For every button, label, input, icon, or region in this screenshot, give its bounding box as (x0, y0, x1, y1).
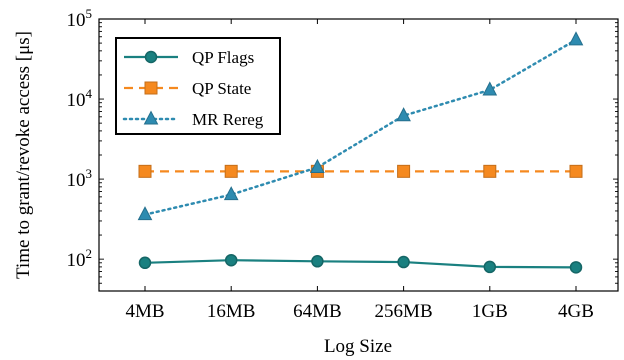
x-tick-label: 1GB (472, 301, 508, 322)
series-line (143, 38, 578, 216)
data-point (482, 81, 498, 96)
y-tick-label: 104 (67, 86, 93, 111)
data-point (397, 164, 411, 178)
x-tick-label: 4GB (558, 301, 594, 322)
data-point (483, 164, 497, 178)
x-tick-label: 4MB (125, 301, 164, 322)
data-point (224, 164, 238, 178)
legend: QP Flags QP State MR Rereg (115, 37, 281, 135)
x-axis-label: Log Size (324, 336, 392, 357)
series-line (144, 259, 577, 269)
data-point (569, 261, 583, 274)
legend-marker (144, 81, 158, 95)
y-tick-label: 102 (67, 246, 93, 271)
data-point (310, 158, 325, 173)
data-point (138, 256, 152, 270)
legend-label: MR Rereg (192, 110, 264, 129)
series-qp-flags (138, 253, 583, 274)
y-axis-ticks: 102 103 104 105 (67, 6, 618, 292)
data-point (223, 186, 239, 201)
y-tick-label: 103 (67, 166, 93, 191)
legend-marker (143, 110, 159, 125)
legend-marker (144, 50, 158, 64)
x-tick-label: 16MB (207, 301, 256, 322)
y-axis-label: Time to grant/revoke access [μs] (13, 31, 34, 279)
data-point (397, 255, 410, 269)
data-point (137, 206, 153, 221)
series-layer (137, 31, 584, 274)
legend-label: QP State (192, 79, 251, 98)
x-tick-label: 64MB (293, 301, 342, 322)
data-point (224, 253, 238, 267)
y-tick-label: 105 (67, 6, 93, 31)
data-point (311, 255, 324, 268)
x-axis-ticks: 4MB 16MB 64MB 256MB 1GB 4GB (125, 19, 594, 322)
data-point (569, 164, 583, 178)
data-point (138, 164, 152, 178)
data-point (483, 260, 497, 274)
series-qp-state (138, 164, 583, 178)
legend-items: QP Flags QP State MR Rereg (122, 48, 264, 129)
data-point (568, 31, 584, 46)
plot-area: 4MB 16MB 64MB 256MB 1GB 4GB 102 103 104 105 (67, 6, 619, 322)
x-tick-label: 256MB (375, 301, 433, 322)
series-mr-rereg (137, 31, 584, 221)
legend-label: QP Flags (192, 48, 254, 67)
data-point (396, 107, 411, 122)
